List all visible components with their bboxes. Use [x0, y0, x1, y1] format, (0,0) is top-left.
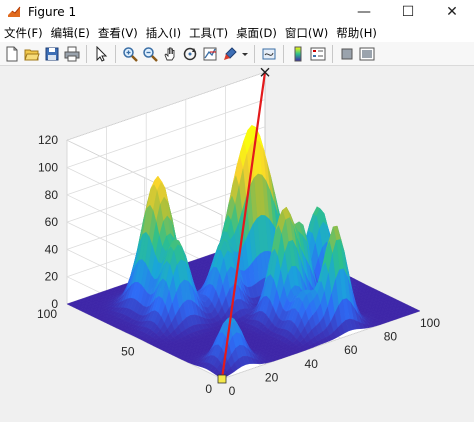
- x-tick-label: 20: [265, 370, 279, 384]
- y-tick-label: 50: [121, 345, 135, 359]
- maximize-button[interactable]: ☐: [386, 0, 430, 24]
- window-title: Figure 1: [28, 5, 76, 19]
- x-tick-label: 80: [384, 330, 398, 344]
- figure-toolbar: [0, 42, 474, 66]
- hide-plot-tools-icon[interactable]: [338, 45, 356, 63]
- z-tick-label: 40: [45, 242, 59, 256]
- legend-icon[interactable]: [309, 45, 327, 63]
- print-icon[interactable]: [63, 45, 81, 63]
- toolbar-separator: [332, 45, 333, 63]
- save-icon[interactable]: [43, 45, 61, 63]
- brush-icon[interactable]: [221, 45, 239, 63]
- menu-tools[interactable]: 工具(T): [185, 25, 232, 41]
- open-file-icon[interactable]: [23, 45, 41, 63]
- z-tick-label: 100: [38, 161, 58, 175]
- arrow-select-icon[interactable]: [92, 45, 110, 63]
- z-tick-label: 80: [45, 188, 59, 202]
- toolbar-separator: [254, 45, 255, 63]
- colorbar-icon[interactable]: [289, 45, 307, 63]
- data-cursor-icon[interactable]: [201, 45, 219, 63]
- line-start-marker: [218, 375, 226, 383]
- link-plot-icon[interactable]: [260, 45, 278, 63]
- minimize-button[interactable]: —: [342, 0, 386, 24]
- zoom-out-icon[interactable]: [141, 45, 159, 63]
- menu-help[interactable]: 帮助(H): [332, 25, 381, 41]
- z-tick-label: 60: [45, 215, 59, 229]
- menu-desktop[interactable]: 桌面(D): [232, 25, 281, 41]
- close-button[interactable]: ✕: [430, 0, 474, 24]
- x-tick-label: 60: [344, 343, 358, 357]
- y-tick-label: 100: [37, 307, 57, 321]
- menu-bar: 文件(F) 编辑(E) 查看(V) 插入(I) 工具(T) 桌面(D) 窗口(W…: [0, 24, 474, 42]
- zoom-in-icon[interactable]: [121, 45, 139, 63]
- x-tick-label: 100: [420, 316, 440, 330]
- z-tick-label: 20: [45, 270, 59, 284]
- new-figure-icon[interactable]: [3, 45, 21, 63]
- x-tick-label: 40: [305, 357, 319, 371]
- x-tick-label: 0: [229, 384, 236, 398]
- matlab-app-icon: [6, 4, 22, 20]
- toolbar-separator: [115, 45, 116, 63]
- z-tick-label: 120: [38, 133, 58, 147]
- pan-hand-icon[interactable]: [161, 45, 179, 63]
- menu-window[interactable]: 窗口(W): [281, 25, 332, 41]
- menu-insert[interactable]: 插入(I): [142, 25, 185, 41]
- rotate-3d-icon[interactable]: [181, 45, 199, 63]
- menu-view[interactable]: 查看(V): [94, 25, 142, 41]
- brush-dropdown-icon[interactable]: [241, 45, 249, 63]
- toolbar-separator: [86, 45, 87, 63]
- menu-file[interactable]: 文件(F): [0, 25, 47, 41]
- toolbar-separator: [283, 45, 284, 63]
- menu-edit[interactable]: 编辑(E): [47, 25, 94, 41]
- y-tick-label: 0: [205, 382, 212, 396]
- show-plot-tools-icon[interactable]: [358, 45, 376, 63]
